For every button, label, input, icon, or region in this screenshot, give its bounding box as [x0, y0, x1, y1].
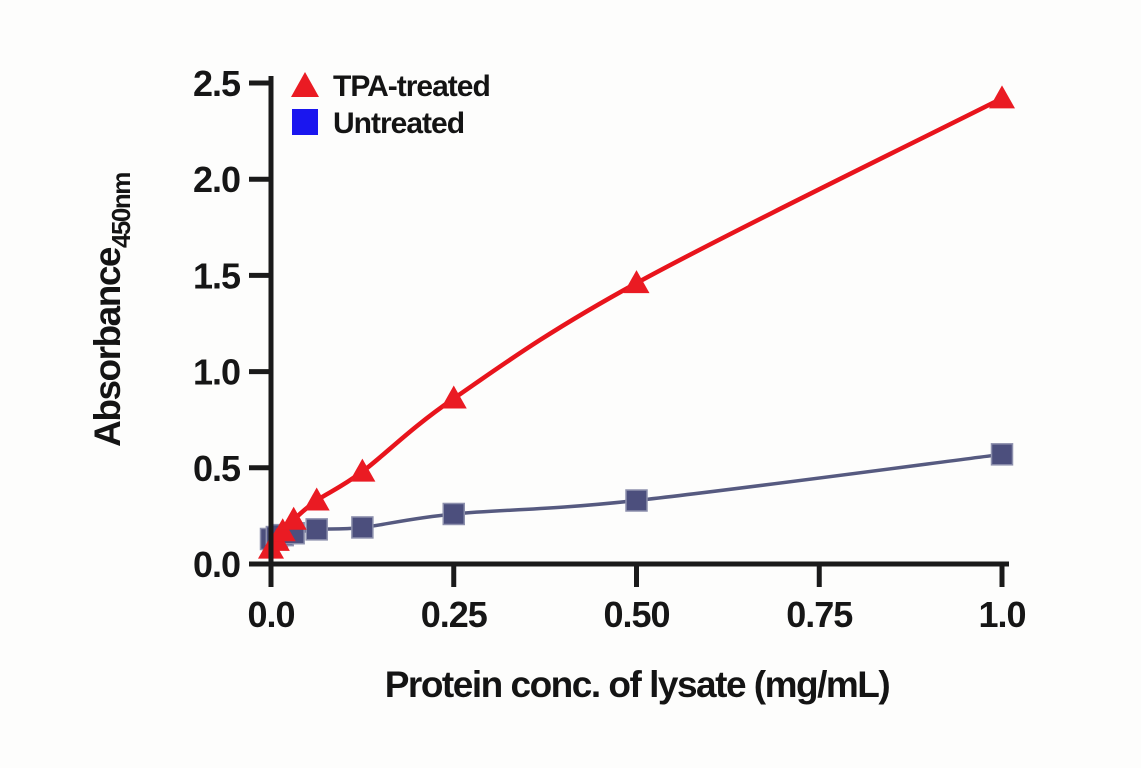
series-tpa-treated — [258, 85, 1015, 559]
x-axis-title: Protein conc. of lysate (mg/mL) — [385, 664, 890, 705]
x-tick-label: 0.25 — [421, 594, 488, 635]
data-point-triangle-tpa-treated — [989, 85, 1015, 109]
y-tick-label: 2.0 — [193, 159, 240, 200]
data-point-triangle-tpa-treated — [440, 385, 467, 409]
legend-label-untreated: Untreated — [333, 107, 464, 140]
y-tick-label: 2.5 — [193, 63, 241, 104]
y-tick-label: 1.0 — [193, 352, 240, 393]
y-axis-title-main: Absorbance — [87, 247, 128, 447]
y-tick-label: 0.0 — [193, 544, 240, 585]
data-point-triangle-tpa-treated — [303, 487, 330, 511]
x-tick-label: 1.0 — [978, 594, 1025, 635]
y-tick-label: 0.5 — [193, 448, 241, 489]
data-point-square-untreated — [351, 516, 374, 539]
series-untreated — [259, 443, 1014, 551]
data-point-square-untreated — [990, 443, 1014, 466]
series-tpa-treated-line — [268, 96, 1005, 551]
legend-marker-triangle-tpa-treated — [291, 72, 319, 97]
data-point-triangle-tpa-treated — [349, 458, 376, 482]
y-axis-title-subscript: 450nm — [106, 173, 136, 248]
y-axis-title: Absorbance450nm — [87, 173, 136, 447]
data-point-triangle-tpa-treated — [269, 518, 296, 542]
legend-marker-square-untreated — [292, 109, 318, 135]
y-tick-label: 1.5 — [193, 255, 241, 296]
x-tick-label: 0.75 — [786, 594, 853, 635]
data-point-triangle-tpa-treated — [623, 270, 650, 294]
data-point-square-untreated — [625, 489, 648, 512]
x-tick-label: 0.0 — [247, 594, 294, 635]
legend: TPA-treated Untreated — [291, 70, 491, 140]
data-point-triangle-tpa-treated — [280, 506, 307, 530]
x-tick-label: 0.50 — [603, 594, 669, 635]
legend-label-tpa-treated: TPA-treated — [333, 70, 490, 103]
data-point-square-untreated — [305, 518, 328, 541]
data-point-square-untreated — [442, 502, 465, 526]
